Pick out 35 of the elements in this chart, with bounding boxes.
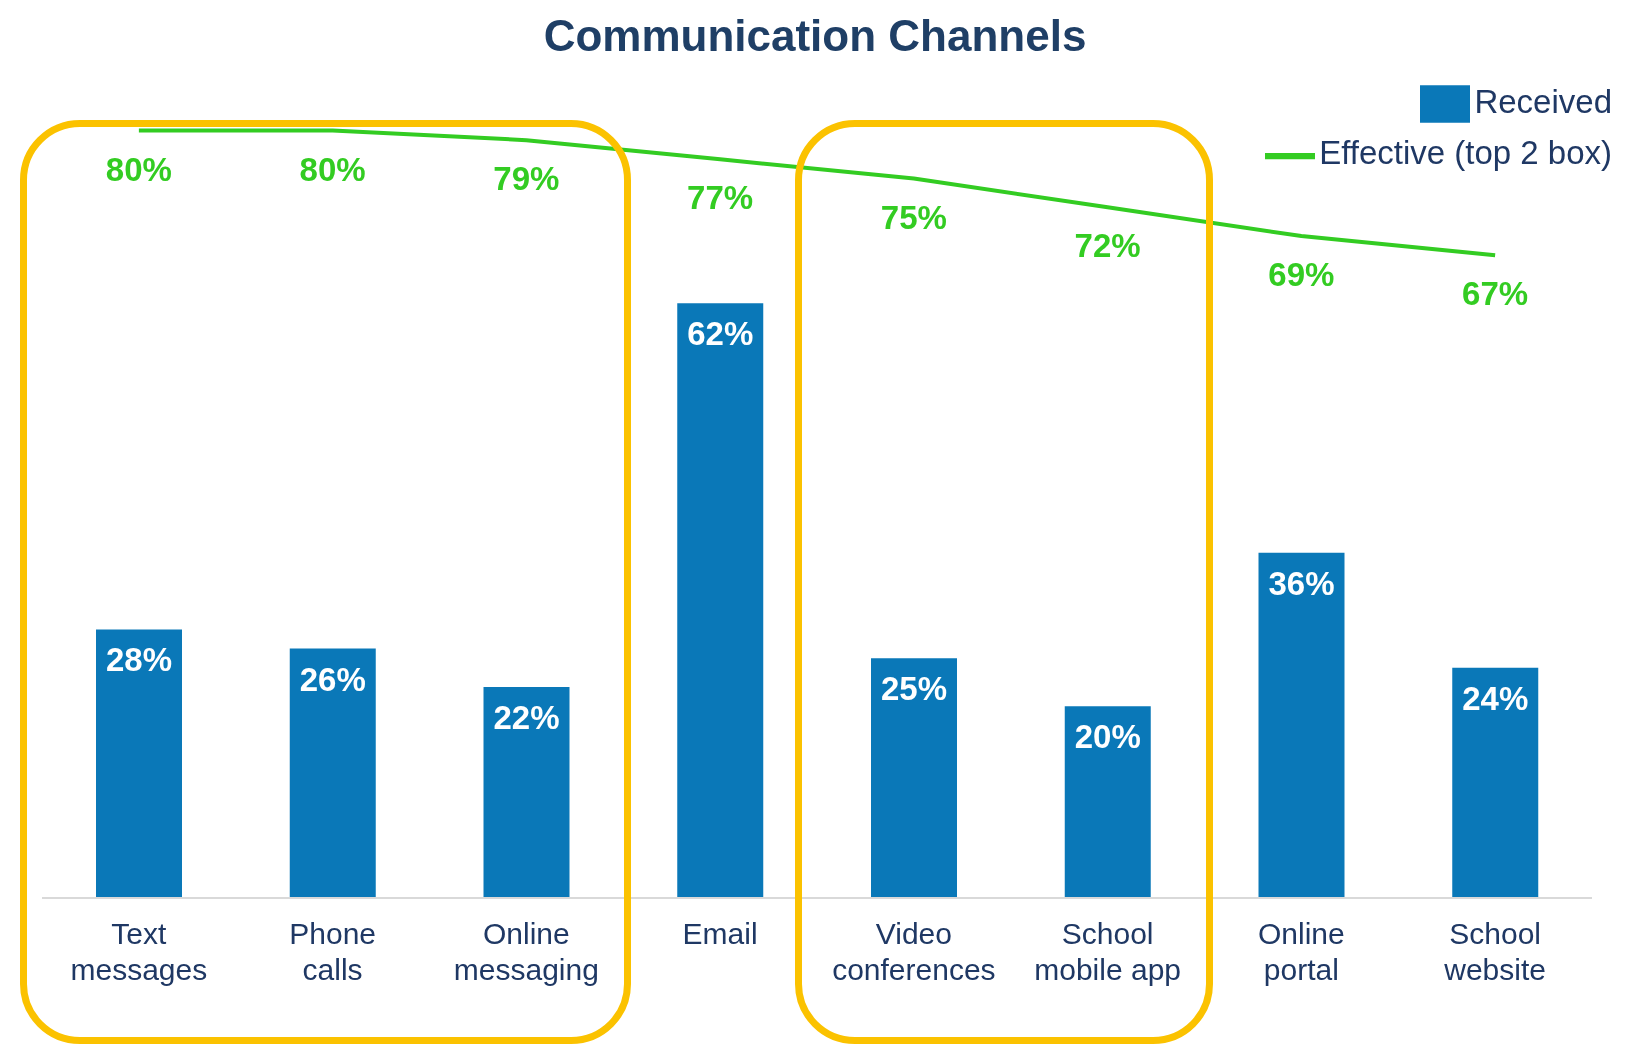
data-label: 36%	[1268, 564, 1335, 602]
data-label: 75%	[880, 198, 947, 236]
legend-label: Effective (top 2 box)	[1319, 134, 1612, 172]
bar	[1452, 667, 1539, 898]
data-label: 67%	[1462, 275, 1529, 313]
chart-title: Communication Channels	[542, 10, 1088, 62]
x-tick-label: Phone calls	[289, 917, 376, 986]
bar	[483, 686, 570, 898]
x-tick-label: Email	[682, 917, 758, 950]
x-tick-label: School mobile app	[1034, 917, 1182, 986]
bar	[289, 648, 376, 898]
data-label: 69%	[1268, 256, 1335, 294]
data-label: 28%	[105, 641, 173, 679]
data-label: 72%	[1074, 227, 1141, 265]
data-label: 79%	[493, 160, 560, 198]
data-label: 25%	[880, 670, 948, 708]
bar	[871, 658, 957, 898]
bar	[96, 629, 182, 898]
data-label: 20%	[1074, 718, 1141, 756]
data-label: 62%	[687, 315, 754, 353]
legend-label: Received	[1474, 83, 1612, 120]
x-tick-label: Video conferences	[832, 917, 996, 986]
x-tick-label: School website	[1443, 917, 1546, 986]
bar	[1064, 706, 1151, 898]
bar	[1258, 552, 1345, 898]
data-label: 24%	[1462, 679, 1529, 717]
data-label: 80%	[299, 150, 366, 188]
data-label: 22%	[493, 698, 560, 736]
data-label: 26%	[299, 660, 366, 698]
data-label: 80%	[105, 150, 172, 188]
data-label: 77%	[687, 179, 754, 217]
x-tick-label: Online portal	[1258, 917, 1345, 986]
x-tick-label: Text messages	[70, 917, 208, 986]
bar	[677, 303, 764, 898]
x-tick-label: Online messaging	[453, 917, 599, 986]
